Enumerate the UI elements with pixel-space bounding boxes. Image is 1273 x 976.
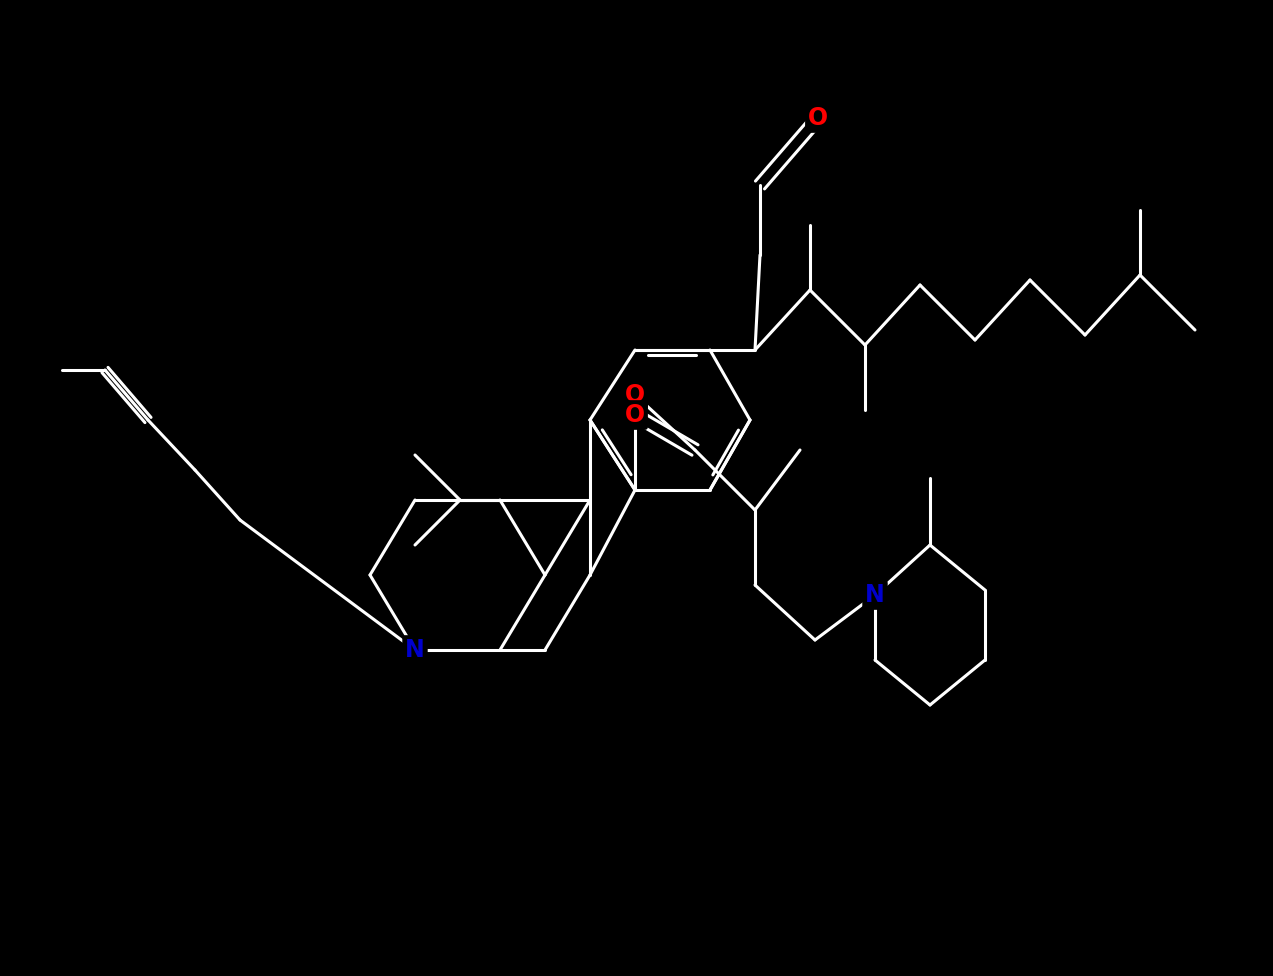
Text: N: N bbox=[866, 583, 885, 607]
Text: O: O bbox=[808, 106, 827, 130]
Text: O: O bbox=[625, 403, 645, 427]
Text: N: N bbox=[405, 638, 425, 662]
Text: O: O bbox=[625, 383, 645, 407]
